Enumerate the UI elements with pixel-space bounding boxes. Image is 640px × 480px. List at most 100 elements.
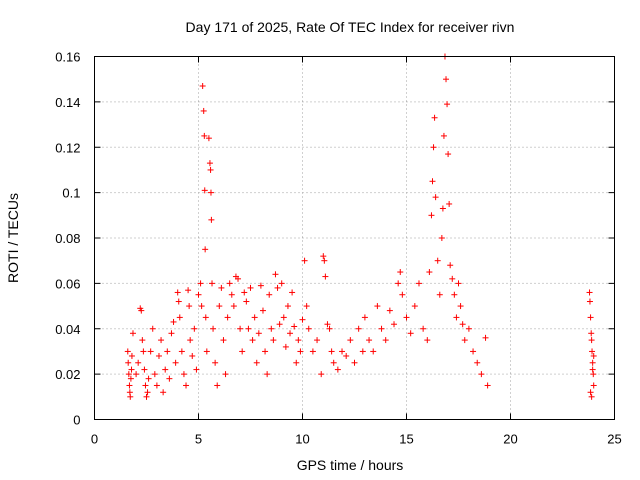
data-point — [125, 359, 132, 366]
data-point — [303, 303, 310, 310]
y-axis-label: ROTI / TECUs — [5, 193, 21, 283]
data-point — [239, 348, 246, 355]
data-point — [295, 337, 302, 344]
data-point — [135, 359, 142, 366]
data-point — [153, 382, 160, 389]
data-point — [186, 303, 193, 310]
data-point — [243, 298, 250, 305]
data-point — [237, 325, 244, 332]
chart-title: Day 171 of 2025, Rate Of TEC Index for r… — [186, 19, 515, 35]
data-point — [590, 371, 597, 378]
x-tick-label: 0 — [91, 432, 98, 447]
data-point — [330, 359, 337, 366]
data-point — [125, 371, 132, 378]
data-point — [461, 337, 468, 344]
x-tick-label: 20 — [503, 432, 517, 447]
data-point — [259, 307, 266, 314]
data-point — [175, 298, 182, 305]
data-point — [359, 348, 366, 355]
data-point — [139, 337, 146, 344]
data-point — [429, 178, 436, 185]
data-point — [586, 289, 593, 296]
data-point — [297, 348, 304, 355]
y-tick-label: 0.14 — [55, 95, 80, 110]
data-point — [370, 348, 377, 355]
data-point — [199, 82, 206, 89]
data-point — [127, 375, 134, 382]
data-point — [205, 135, 212, 142]
data-point — [444, 101, 451, 108]
data-point — [355, 325, 362, 332]
data-point — [415, 280, 422, 287]
data-point — [129, 330, 136, 337]
data-point — [589, 348, 596, 355]
data-point — [202, 314, 209, 321]
data-point — [249, 337, 256, 344]
data-point — [324, 321, 331, 328]
data-point — [245, 325, 252, 332]
data-point — [589, 366, 596, 373]
data-point — [208, 216, 215, 223]
data-point — [214, 382, 221, 389]
data-point — [589, 359, 596, 366]
y-tick-label: 0 — [73, 413, 80, 428]
data-point — [305, 325, 312, 332]
data-point — [268, 325, 275, 332]
data-point — [382, 337, 389, 344]
data-point — [391, 321, 398, 328]
data-point — [189, 352, 196, 359]
data-point — [166, 375, 173, 382]
data-point — [586, 298, 593, 305]
data-point — [439, 205, 446, 212]
grid-layer — [94, 56, 615, 420]
data-point — [438, 235, 445, 241]
data-point — [284, 303, 291, 310]
data-point — [411, 303, 418, 310]
data-point — [451, 291, 458, 298]
data-point — [326, 325, 333, 332]
data-point — [432, 194, 439, 201]
data-point — [270, 337, 277, 344]
data-point — [193, 366, 200, 373]
data-point — [224, 314, 231, 321]
data-point — [282, 343, 289, 350]
data-point — [187, 337, 194, 344]
data-point — [289, 289, 296, 296]
data-point — [200, 107, 207, 114]
data-point — [334, 366, 341, 373]
data-point — [328, 348, 335, 355]
data-point — [440, 132, 447, 139]
data-point — [474, 359, 481, 366]
data-point — [403, 314, 410, 321]
data-point — [195, 291, 202, 298]
data-point — [320, 253, 327, 260]
data-point — [280, 314, 287, 321]
ticks-layer: 0 5 10 15 20 25 0 0.02 0.04 0.06 0.08 0.1 0.12 0.14 0.… — [55, 50, 622, 447]
data-point — [314, 337, 321, 344]
y-tick-label: 0.04 — [55, 322, 80, 337]
data-point — [124, 348, 131, 355]
data-point — [309, 348, 316, 355]
data-point — [266, 291, 273, 298]
data-point — [226, 280, 233, 287]
data-point — [374, 303, 381, 310]
data-point — [143, 393, 150, 400]
data-point — [212, 359, 219, 366]
data-point — [587, 389, 594, 396]
data-point — [395, 280, 402, 287]
data-point — [449, 275, 456, 282]
data-point — [183, 382, 190, 389]
data-point — [590, 382, 597, 389]
data-point — [590, 352, 597, 359]
data-point — [482, 334, 489, 341]
data-point — [202, 246, 209, 253]
data-point — [247, 284, 254, 291]
data-point — [145, 375, 152, 382]
data-point — [185, 287, 192, 294]
data-point — [201, 132, 208, 139]
data-point — [170, 318, 177, 325]
data-point — [176, 314, 183, 321]
data-point — [257, 282, 264, 289]
data-point — [168, 330, 175, 337]
